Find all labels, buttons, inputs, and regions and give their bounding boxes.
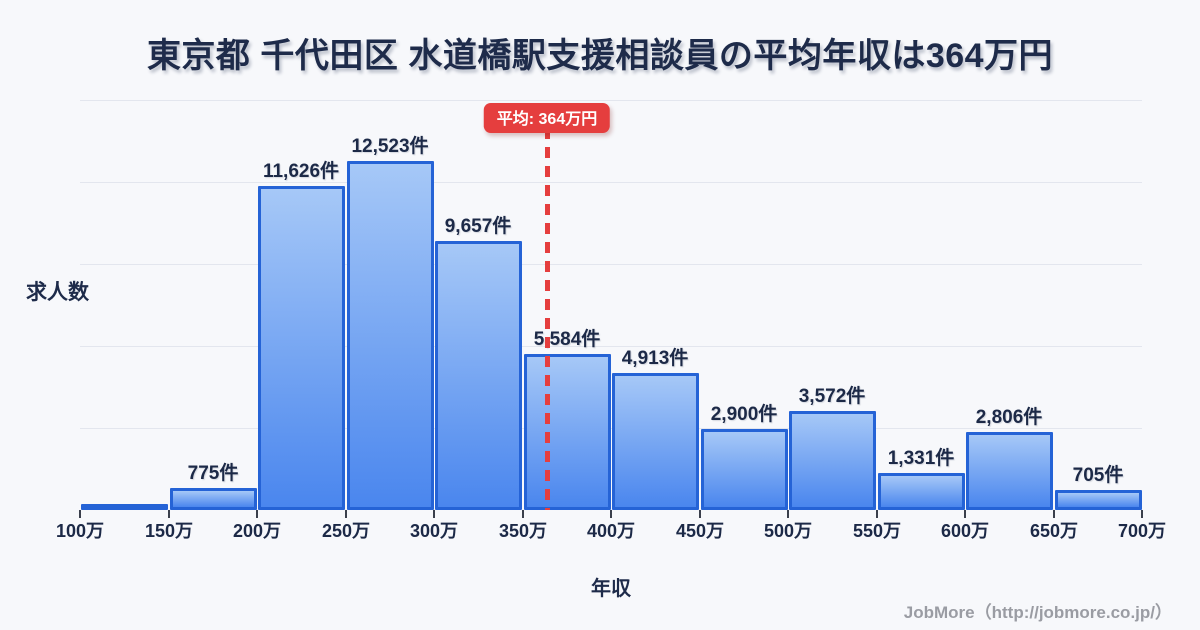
bar-value-label: 5,584件 xyxy=(533,329,601,350)
average-badge: 平均: 364万円 xyxy=(483,103,611,133)
x-tick-mark xyxy=(1053,510,1055,518)
x-tick-label: 650万 xyxy=(1029,521,1079,541)
bar-value-label: 12,523件 xyxy=(351,136,429,157)
x-tick-mark xyxy=(256,510,258,518)
gridline xyxy=(80,100,1142,101)
x-tick-mark xyxy=(876,510,878,518)
x-tick-mark xyxy=(433,510,435,518)
x-tick-mark xyxy=(964,510,966,518)
x-tick-label: 550万 xyxy=(852,521,902,541)
x-tick-mark xyxy=(699,510,701,518)
histogram-bar xyxy=(435,241,522,510)
bar-value-label: 4,913件 xyxy=(621,348,689,369)
histogram-bar xyxy=(878,473,965,510)
bar-value-label: 1,331件 xyxy=(887,448,955,469)
x-tick-label: 150万 xyxy=(144,521,194,541)
x-tick-label: 300万 xyxy=(409,521,459,541)
histogram-bar xyxy=(347,161,434,510)
histogram-bar xyxy=(170,488,257,510)
x-tick-mark xyxy=(345,510,347,518)
histogram-bar xyxy=(789,411,876,510)
gridline xyxy=(80,182,1142,183)
histogram-bar xyxy=(524,354,611,510)
gridline xyxy=(80,264,1142,265)
bar-value-label: 705件 xyxy=(1072,465,1124,486)
histogram-bar xyxy=(966,432,1053,510)
average-line xyxy=(545,128,550,510)
x-tick-label: 400万 xyxy=(586,521,636,541)
x-tick-mark xyxy=(1141,510,1143,518)
plot-area: 775件 11,626件 12,523件 9,657件 5,584件 4,913件 2,90… xyxy=(56,100,1166,541)
histogram-bar xyxy=(81,504,168,510)
x-tick-label: 100万 xyxy=(55,521,105,541)
x-axis-label: 年収 xyxy=(591,578,631,600)
x-tick-mark xyxy=(787,510,789,518)
bar-value-label: 11,626件 xyxy=(262,161,340,182)
x-tick-mark xyxy=(522,510,524,518)
x-tick-label: 450万 xyxy=(675,521,725,541)
x-tick-label: 250万 xyxy=(321,521,371,541)
bar-value-label: 9,657件 xyxy=(444,216,512,237)
x-tick-label: 350万 xyxy=(498,521,548,541)
gridline xyxy=(80,428,1142,429)
x-tick-label: 200万 xyxy=(232,521,282,541)
histogram-bar xyxy=(701,429,788,510)
bar-value-label: 3,572件 xyxy=(798,386,866,407)
bar-value-label: 2,900件 xyxy=(710,404,778,425)
x-tick-label: 700万 xyxy=(1117,521,1167,541)
x-tick-mark xyxy=(610,510,612,518)
y-axis-label: 求人数 xyxy=(26,281,89,304)
histogram-bar xyxy=(1055,490,1142,510)
histogram-bar xyxy=(612,373,699,510)
gridline xyxy=(80,346,1142,347)
x-tick-label: 500万 xyxy=(763,521,813,541)
x-tick-mark xyxy=(79,510,81,518)
x-tick-label: 600万 xyxy=(940,521,990,541)
x-tick-mark xyxy=(168,510,170,518)
histogram-bar xyxy=(258,186,345,510)
chart-title: 東京都 千代田区 水道橋駅支援相談員の平均年収は364万円 xyxy=(146,37,1054,75)
footer-credit: JobMore（http://jobmore.co.jp/） xyxy=(903,603,1172,622)
bar-value-label: 775件 xyxy=(187,463,239,484)
bar-value-label: 2,806件 xyxy=(975,407,1043,428)
